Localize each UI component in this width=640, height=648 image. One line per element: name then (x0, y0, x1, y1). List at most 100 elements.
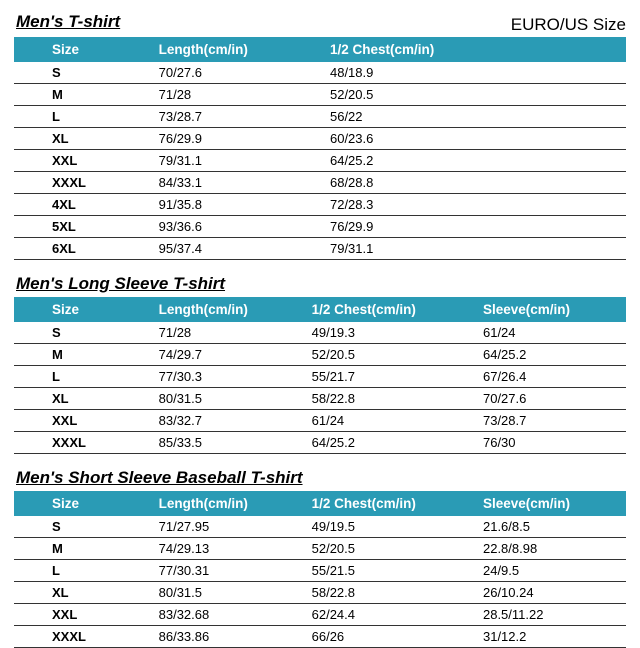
cell-value: 52/20.5 (320, 84, 626, 106)
col-chest: 1/2 Chest(cm/in) (320, 37, 626, 62)
cell-value: 52/20.5 (302, 538, 473, 560)
table-header-row: Size Length(cm/in) 1/2 Chest(cm/in) Slee… (14, 297, 626, 322)
cell-value: 77/30.31 (149, 560, 302, 582)
cell-size: 5XL (14, 216, 149, 238)
cell-size: XXXL (14, 172, 149, 194)
cell-size: S (14, 322, 149, 344)
cell-size: 4XL (14, 194, 149, 216)
cell-size: XL (14, 388, 149, 410)
cell-size: L (14, 106, 149, 128)
cell-value: 77/30.3 (149, 366, 302, 388)
col-sleeve: Sleeve(cm/in) (473, 491, 626, 516)
cell-value: 66/26 (302, 626, 473, 648)
cell-size: XXL (14, 410, 149, 432)
cell-value: 71/28 (149, 322, 302, 344)
cell-value: 64/25.2 (302, 432, 473, 454)
tshirt-table: Size Length(cm/in) 1/2 Chest(cm/in) S70/… (14, 37, 626, 260)
table-row: L77/30.3155/21.524/9.5 (14, 560, 626, 582)
cell-value: 58/22.8 (302, 582, 473, 604)
euro-us-size-label: EURO/US Size (511, 15, 626, 35)
table-row: M71/2852/20.5 (14, 84, 626, 106)
cell-size: XXL (14, 150, 149, 172)
table-row: XXL83/32.6862/24.428.5/11.22 (14, 604, 626, 626)
table-row: XXXL84/33.168/28.8 (14, 172, 626, 194)
cell-value: 68/28.8 (320, 172, 626, 194)
table-0-title: Men's T-shirt (14, 10, 120, 35)
cell-size: XXL (14, 604, 149, 626)
cell-value: 52/20.5 (302, 344, 473, 366)
longsleeve-table: Size Length(cm/in) 1/2 Chest(cm/in) Slee… (14, 297, 626, 454)
cell-size: M (14, 84, 149, 106)
cell-value: 80/31.5 (149, 388, 302, 410)
cell-value: 71/27.95 (149, 516, 302, 538)
table-row: XL80/31.558/22.826/10.24 (14, 582, 626, 604)
cell-value: 74/29.7 (149, 344, 302, 366)
col-length: Length(cm/in) (149, 491, 302, 516)
cell-value: 86/33.86 (149, 626, 302, 648)
table-header-row: Size Length(cm/in) 1/2 Chest(cm/in) Slee… (14, 491, 626, 516)
table-row: XXXL85/33.564/25.276/30 (14, 432, 626, 454)
cell-value: 83/32.7 (149, 410, 302, 432)
cell-value: 84/33.1 (149, 172, 320, 194)
cell-value: 56/22 (320, 106, 626, 128)
cell-size: M (14, 538, 149, 560)
col-length: Length(cm/in) (149, 37, 320, 62)
cell-value: 73/28.7 (473, 410, 626, 432)
cell-value: 49/19.3 (302, 322, 473, 344)
cell-value: 79/31.1 (320, 238, 626, 260)
cell-value: 55/21.5 (302, 560, 473, 582)
table-row: S71/27.9549/19.521.6/8.5 (14, 516, 626, 538)
cell-value: 71/28 (149, 84, 320, 106)
table-row: XL76/29.960/23.6 (14, 128, 626, 150)
table-row: XL80/31.558/22.870/27.6 (14, 388, 626, 410)
cell-value: 64/25.2 (320, 150, 626, 172)
table-2-section: Men's Short Sleeve Baseball T-shirt Size… (14, 466, 626, 648)
cell-value: 58/22.8 (302, 388, 473, 410)
cell-size: 6XL (14, 238, 149, 260)
cell-size: L (14, 366, 149, 388)
cell-size: XXXL (14, 432, 149, 454)
cell-size: M (14, 344, 149, 366)
cell-value: 73/28.7 (149, 106, 320, 128)
cell-value: 83/32.68 (149, 604, 302, 626)
cell-value: 95/37.4 (149, 238, 320, 260)
table-row: XXXL86/33.8666/2631/12.2 (14, 626, 626, 648)
cell-value: 62/24.4 (302, 604, 473, 626)
cell-value: 28.5/11.22 (473, 604, 626, 626)
cell-size: S (14, 516, 149, 538)
table-row: M74/29.752/20.564/25.2 (14, 344, 626, 366)
cell-value: 80/31.5 (149, 582, 302, 604)
cell-size: XL (14, 128, 149, 150)
table-row: 5XL93/36.676/29.9 (14, 216, 626, 238)
table-row: XXL79/31.164/25.2 (14, 150, 626, 172)
col-sleeve: Sleeve(cm/in) (473, 297, 626, 322)
cell-value: 55/21.7 (302, 366, 473, 388)
table-2-title: Men's Short Sleeve Baseball T-shirt (14, 466, 626, 491)
cell-value: 70/27.6 (149, 62, 320, 84)
cell-value: 91/35.8 (149, 194, 320, 216)
cell-value: 60/23.6 (320, 128, 626, 150)
cell-value: 72/28.3 (320, 194, 626, 216)
cell-value: 76/29.9 (149, 128, 320, 150)
cell-value: 49/19.5 (302, 516, 473, 538)
col-size: Size (14, 297, 149, 322)
cell-value: 76/30 (473, 432, 626, 454)
table-row: S71/2849/19.361/24 (14, 322, 626, 344)
table-row: S70/27.648/18.9 (14, 62, 626, 84)
cell-value: 85/33.5 (149, 432, 302, 454)
cell-value: 76/29.9 (320, 216, 626, 238)
cell-size: XL (14, 582, 149, 604)
table-row: 6XL95/37.479/31.1 (14, 238, 626, 260)
col-size: Size (14, 491, 149, 516)
table-0-section: Size Length(cm/in) 1/2 Chest(cm/in) S70/… (14, 37, 626, 260)
table-row: 4XL91/35.872/28.3 (14, 194, 626, 216)
cell-value: 21.6/8.5 (473, 516, 626, 538)
cell-value: 61/24 (473, 322, 626, 344)
col-size: Size (14, 37, 149, 62)
col-chest: 1/2 Chest(cm/in) (302, 491, 473, 516)
cell-size: XXXL (14, 626, 149, 648)
table-row: L77/30.355/21.767/26.4 (14, 366, 626, 388)
cell-value: 26/10.24 (473, 582, 626, 604)
table-1-section: Men's Long Sleeve T-shirt Size Length(cm… (14, 272, 626, 454)
table-header-row: Size Length(cm/in) 1/2 Chest(cm/in) (14, 37, 626, 62)
